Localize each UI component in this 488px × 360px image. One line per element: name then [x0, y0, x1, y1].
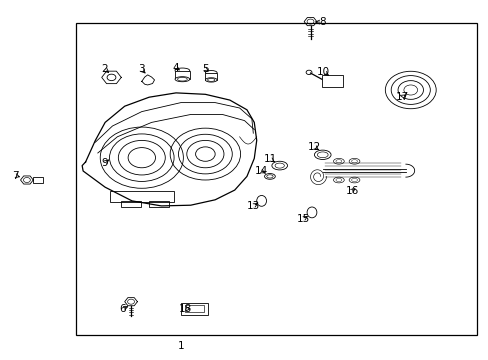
- Text: 15: 15: [296, 214, 309, 224]
- Ellipse shape: [205, 78, 217, 82]
- Text: 2: 2: [101, 64, 108, 74]
- Bar: [149, 201, 168, 207]
- Ellipse shape: [175, 77, 189, 82]
- Bar: [321, 75, 343, 87]
- Text: 1: 1: [177, 341, 184, 351]
- Bar: [175, 71, 189, 79]
- Text: 14: 14: [254, 166, 267, 176]
- Text: 12: 12: [307, 142, 321, 152]
- Text: 10: 10: [317, 67, 329, 77]
- Text: 6: 6: [119, 304, 125, 314]
- Bar: [110, 191, 173, 202]
- Text: 17: 17: [394, 92, 408, 102]
- Ellipse shape: [205, 71, 217, 75]
- Bar: [205, 73, 217, 80]
- Text: 4: 4: [172, 63, 179, 73]
- Bar: [121, 201, 141, 207]
- Bar: [76, 23, 476, 335]
- Text: 16: 16: [345, 186, 358, 196]
- Text: 9: 9: [102, 158, 108, 168]
- Text: 5: 5: [202, 64, 208, 74]
- Text: 11: 11: [264, 154, 277, 165]
- Bar: [184, 305, 204, 312]
- Text: 8: 8: [319, 17, 325, 27]
- Ellipse shape: [175, 68, 189, 73]
- Text: 7: 7: [12, 171, 19, 181]
- Text: 13: 13: [246, 201, 260, 211]
- Bar: [33, 177, 43, 183]
- Text: 18: 18: [179, 304, 192, 314]
- Bar: [181, 303, 208, 315]
- Text: 3: 3: [138, 64, 144, 74]
